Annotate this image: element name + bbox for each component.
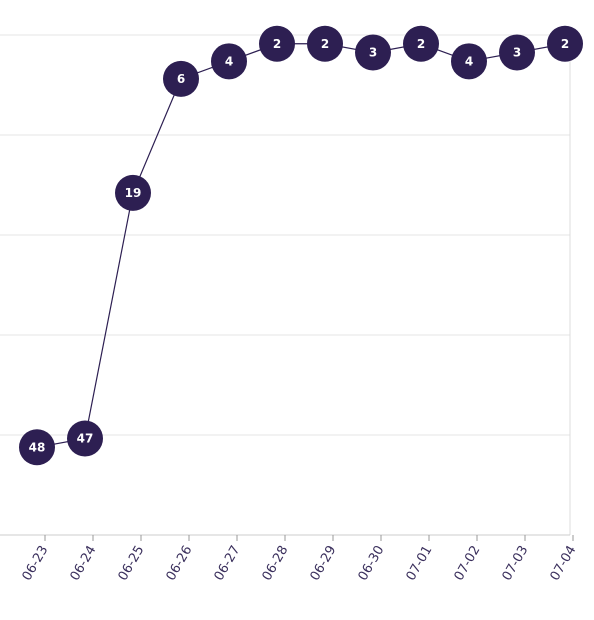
point <box>403 25 439 62</box>
x-tick-label: 06-26 <box>164 543 196 583</box>
x-tick-label: 06-25 <box>116 543 148 583</box>
point-label: 2 <box>321 37 329 51</box>
line <box>36 43 566 448</box>
point <box>499 34 535 71</box>
x-tick-label: 06-23 <box>20 543 52 583</box>
x-tick-label: 07-04 <box>548 543 580 583</box>
point-label: 3 <box>369 46 377 60</box>
point-label: 3 <box>513 46 521 60</box>
point-label: 48 <box>29 440 46 454</box>
point <box>163 60 199 97</box>
point-label: 4 <box>225 54 233 68</box>
x-tick-label: 06-28 <box>260 543 292 583</box>
x-tick-label: 07-02 <box>452 543 484 583</box>
point <box>547 25 583 62</box>
point <box>19 429 55 466</box>
point <box>211 43 247 80</box>
x-tick-label: 07-03 <box>500 543 532 583</box>
point-label: 6 <box>177 72 185 86</box>
point-label: 4 <box>465 54 473 68</box>
point <box>307 25 343 62</box>
point-label: 19 <box>125 186 142 200</box>
point-label: 2 <box>417 37 425 51</box>
point-label: 47 <box>77 432 94 446</box>
point-label: 2 <box>273 37 281 51</box>
point <box>451 43 487 80</box>
x-tick-label: 07-01 <box>404 543 436 583</box>
point <box>355 34 391 71</box>
x-tick-label: 06-24 <box>68 543 100 583</box>
point <box>115 174 151 211</box>
point-label: 2 <box>561 37 569 51</box>
x-tick-label: 06-29 <box>308 543 340 583</box>
point <box>67 420 103 457</box>
x-tick-label: 06-30 <box>356 543 388 583</box>
point <box>259 25 295 62</box>
x-tick-label: 06-27 <box>212 543 244 583</box>
